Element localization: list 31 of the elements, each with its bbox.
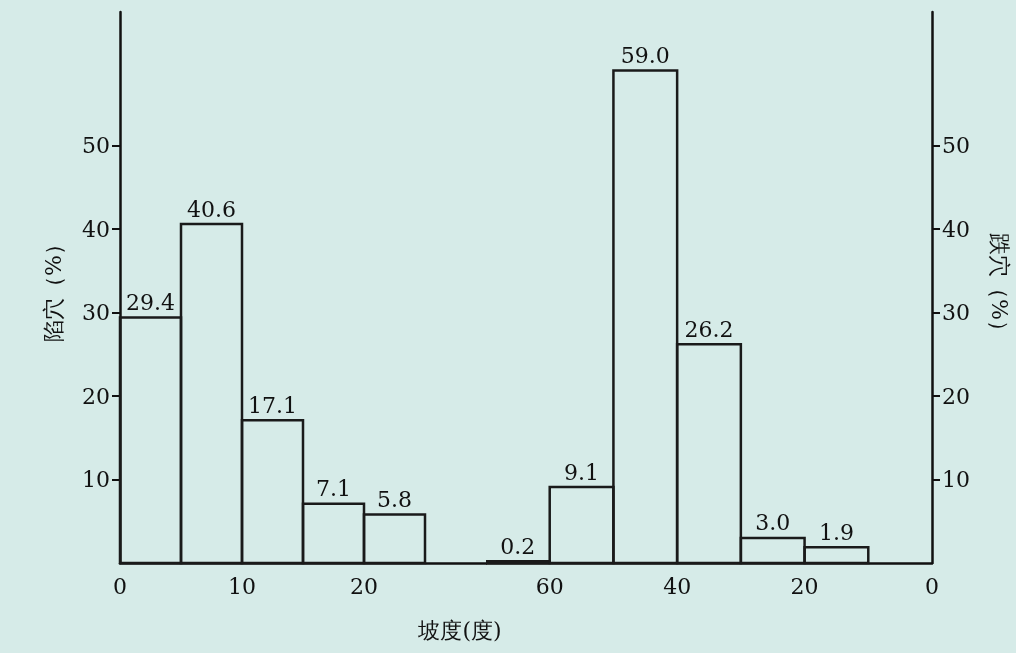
data-label: 17.1 <box>248 392 297 418</box>
x-tick-label: 10 <box>228 573 256 599</box>
x-tick-label: 0 <box>113 573 127 599</box>
y-tick-label: 50 <box>82 133 110 159</box>
data-label: 29.4 <box>126 290 175 316</box>
y-tick-label: 10 <box>82 467 110 493</box>
data-label: 3.0 <box>755 510 791 536</box>
data-label: 59.0 <box>620 42 670 68</box>
data-label: 0.2 <box>500 533 536 559</box>
data-label: 1.9 <box>818 519 854 545</box>
x-tick-label: 40 <box>663 573 692 599</box>
data-label: 7.1 <box>316 476 351 502</box>
data-label: 40.6 <box>187 196 236 222</box>
y-axis-title: 跌穴（%） <box>986 233 1012 342</box>
y-tick-label: 20 <box>82 383 110 409</box>
x-tick-label: 60 <box>535 573 564 599</box>
x-tick-label: 20 <box>350 573 378 599</box>
y-tick-label: 10 <box>942 467 970 493</box>
x-tick-label: 0 <box>925 573 939 599</box>
y-tick-label: 40 <box>82 216 110 242</box>
data-label: 26.2 <box>684 316 734 342</box>
y-tick-label: 50 <box>942 133 970 159</box>
y-tick-label: 20 <box>942 383 970 409</box>
data-label: 9.1 <box>564 459 600 485</box>
x-tick-label: 20 <box>790 573 819 599</box>
x-axis-title: 坡度(度) <box>417 617 502 643</box>
y-tick-label: 30 <box>942 300 970 326</box>
data-label: 5.8 <box>377 487 412 513</box>
y-axis-title: 陷穴（%） <box>40 233 66 342</box>
y-tick-label: 40 <box>942 216 970 242</box>
y-tick-label: 30 <box>82 300 110 326</box>
